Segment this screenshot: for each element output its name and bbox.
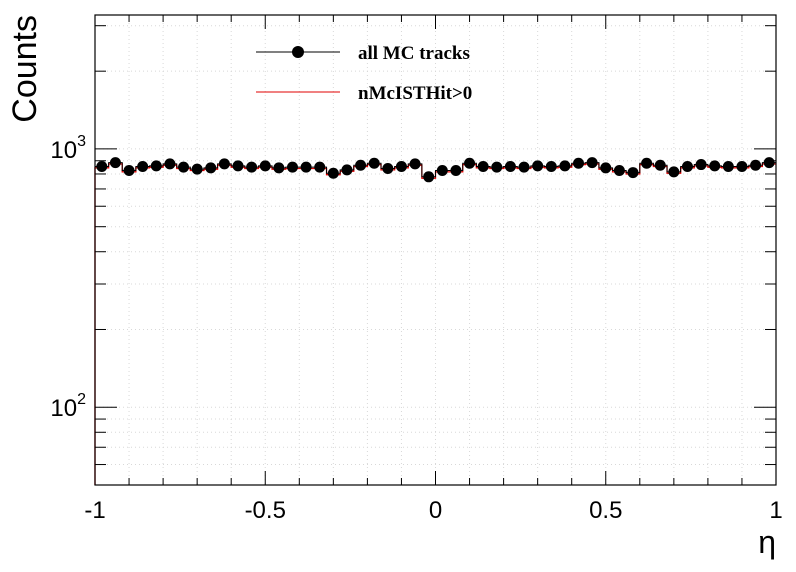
data-point [627, 167, 639, 179]
data-point [600, 162, 612, 174]
y-tick-label: 102 [50, 391, 86, 422]
data-point [450, 165, 462, 177]
data-point [586, 157, 598, 169]
data-point [395, 161, 407, 173]
data-point [164, 158, 176, 170]
data-point [423, 171, 435, 183]
data-point [409, 158, 421, 170]
data-point [681, 161, 693, 173]
data-point [246, 161, 258, 173]
x-tick-label: 0 [429, 497, 442, 524]
data-point [573, 157, 585, 169]
legend: all MC tracks nMcISTHit>0 [256, 43, 472, 104]
x-axis-title: η [758, 524, 776, 560]
data-point [150, 160, 162, 172]
x-tick-label: -1 [84, 497, 105, 524]
data-point [314, 161, 326, 173]
y-axis-title: Counts [6, 15, 44, 123]
data-point [464, 157, 476, 169]
data-point [613, 165, 625, 177]
data-point [355, 159, 367, 171]
data-point [641, 157, 653, 169]
data-point [695, 159, 707, 171]
data-point [559, 160, 571, 172]
series-all-mc-tracks [94, 157, 776, 485]
x-tick-label: -0.5 [245, 497, 286, 524]
data-point [191, 163, 203, 175]
data-point [109, 157, 121, 169]
axis-tick-labels: -1 -0.5 0 0.5 1 102 103 [50, 133, 782, 524]
legend-marker-all-mc-tracks [292, 46, 304, 58]
data-point [218, 158, 230, 170]
data-point [382, 162, 394, 174]
data-point [654, 159, 666, 171]
data-point [96, 161, 108, 173]
data-point [205, 162, 217, 174]
data-point [368, 157, 380, 169]
data-point [750, 159, 762, 171]
data-point [123, 165, 135, 177]
step-line-all-mc-tracks [94, 162, 776, 485]
data-point [504, 161, 516, 173]
data-point [477, 161, 489, 173]
data-point [763, 157, 775, 169]
data-point [532, 160, 544, 172]
data-point [232, 160, 244, 172]
data-point [491, 161, 503, 173]
data-point [178, 161, 190, 173]
data-point [341, 164, 353, 176]
data-point [137, 161, 149, 173]
data-point [436, 165, 448, 177]
step-line-nmcisthit [94, 163, 776, 485]
data-point [722, 161, 734, 173]
data-point [327, 167, 339, 179]
data-point [286, 161, 298, 173]
legend-label-all-mc-tracks: all MC tracks [358, 43, 470, 64]
legend-label-nmcisthit: nMcISTHit>0 [358, 83, 472, 104]
x-tick-label: 1 [769, 497, 782, 524]
data-point [300, 161, 312, 173]
x-tick-label: 0.5 [589, 497, 622, 524]
data-point [518, 161, 530, 173]
data-point [709, 160, 721, 172]
data-point [259, 160, 271, 172]
y-tick-label: 103 [50, 133, 86, 164]
data-point [736, 161, 748, 173]
data-point [273, 162, 285, 174]
series-nmcisthit-step [94, 163, 776, 485]
data-point [668, 166, 680, 178]
data-point [545, 161, 557, 173]
axis-ticks [94, 15, 777, 486]
